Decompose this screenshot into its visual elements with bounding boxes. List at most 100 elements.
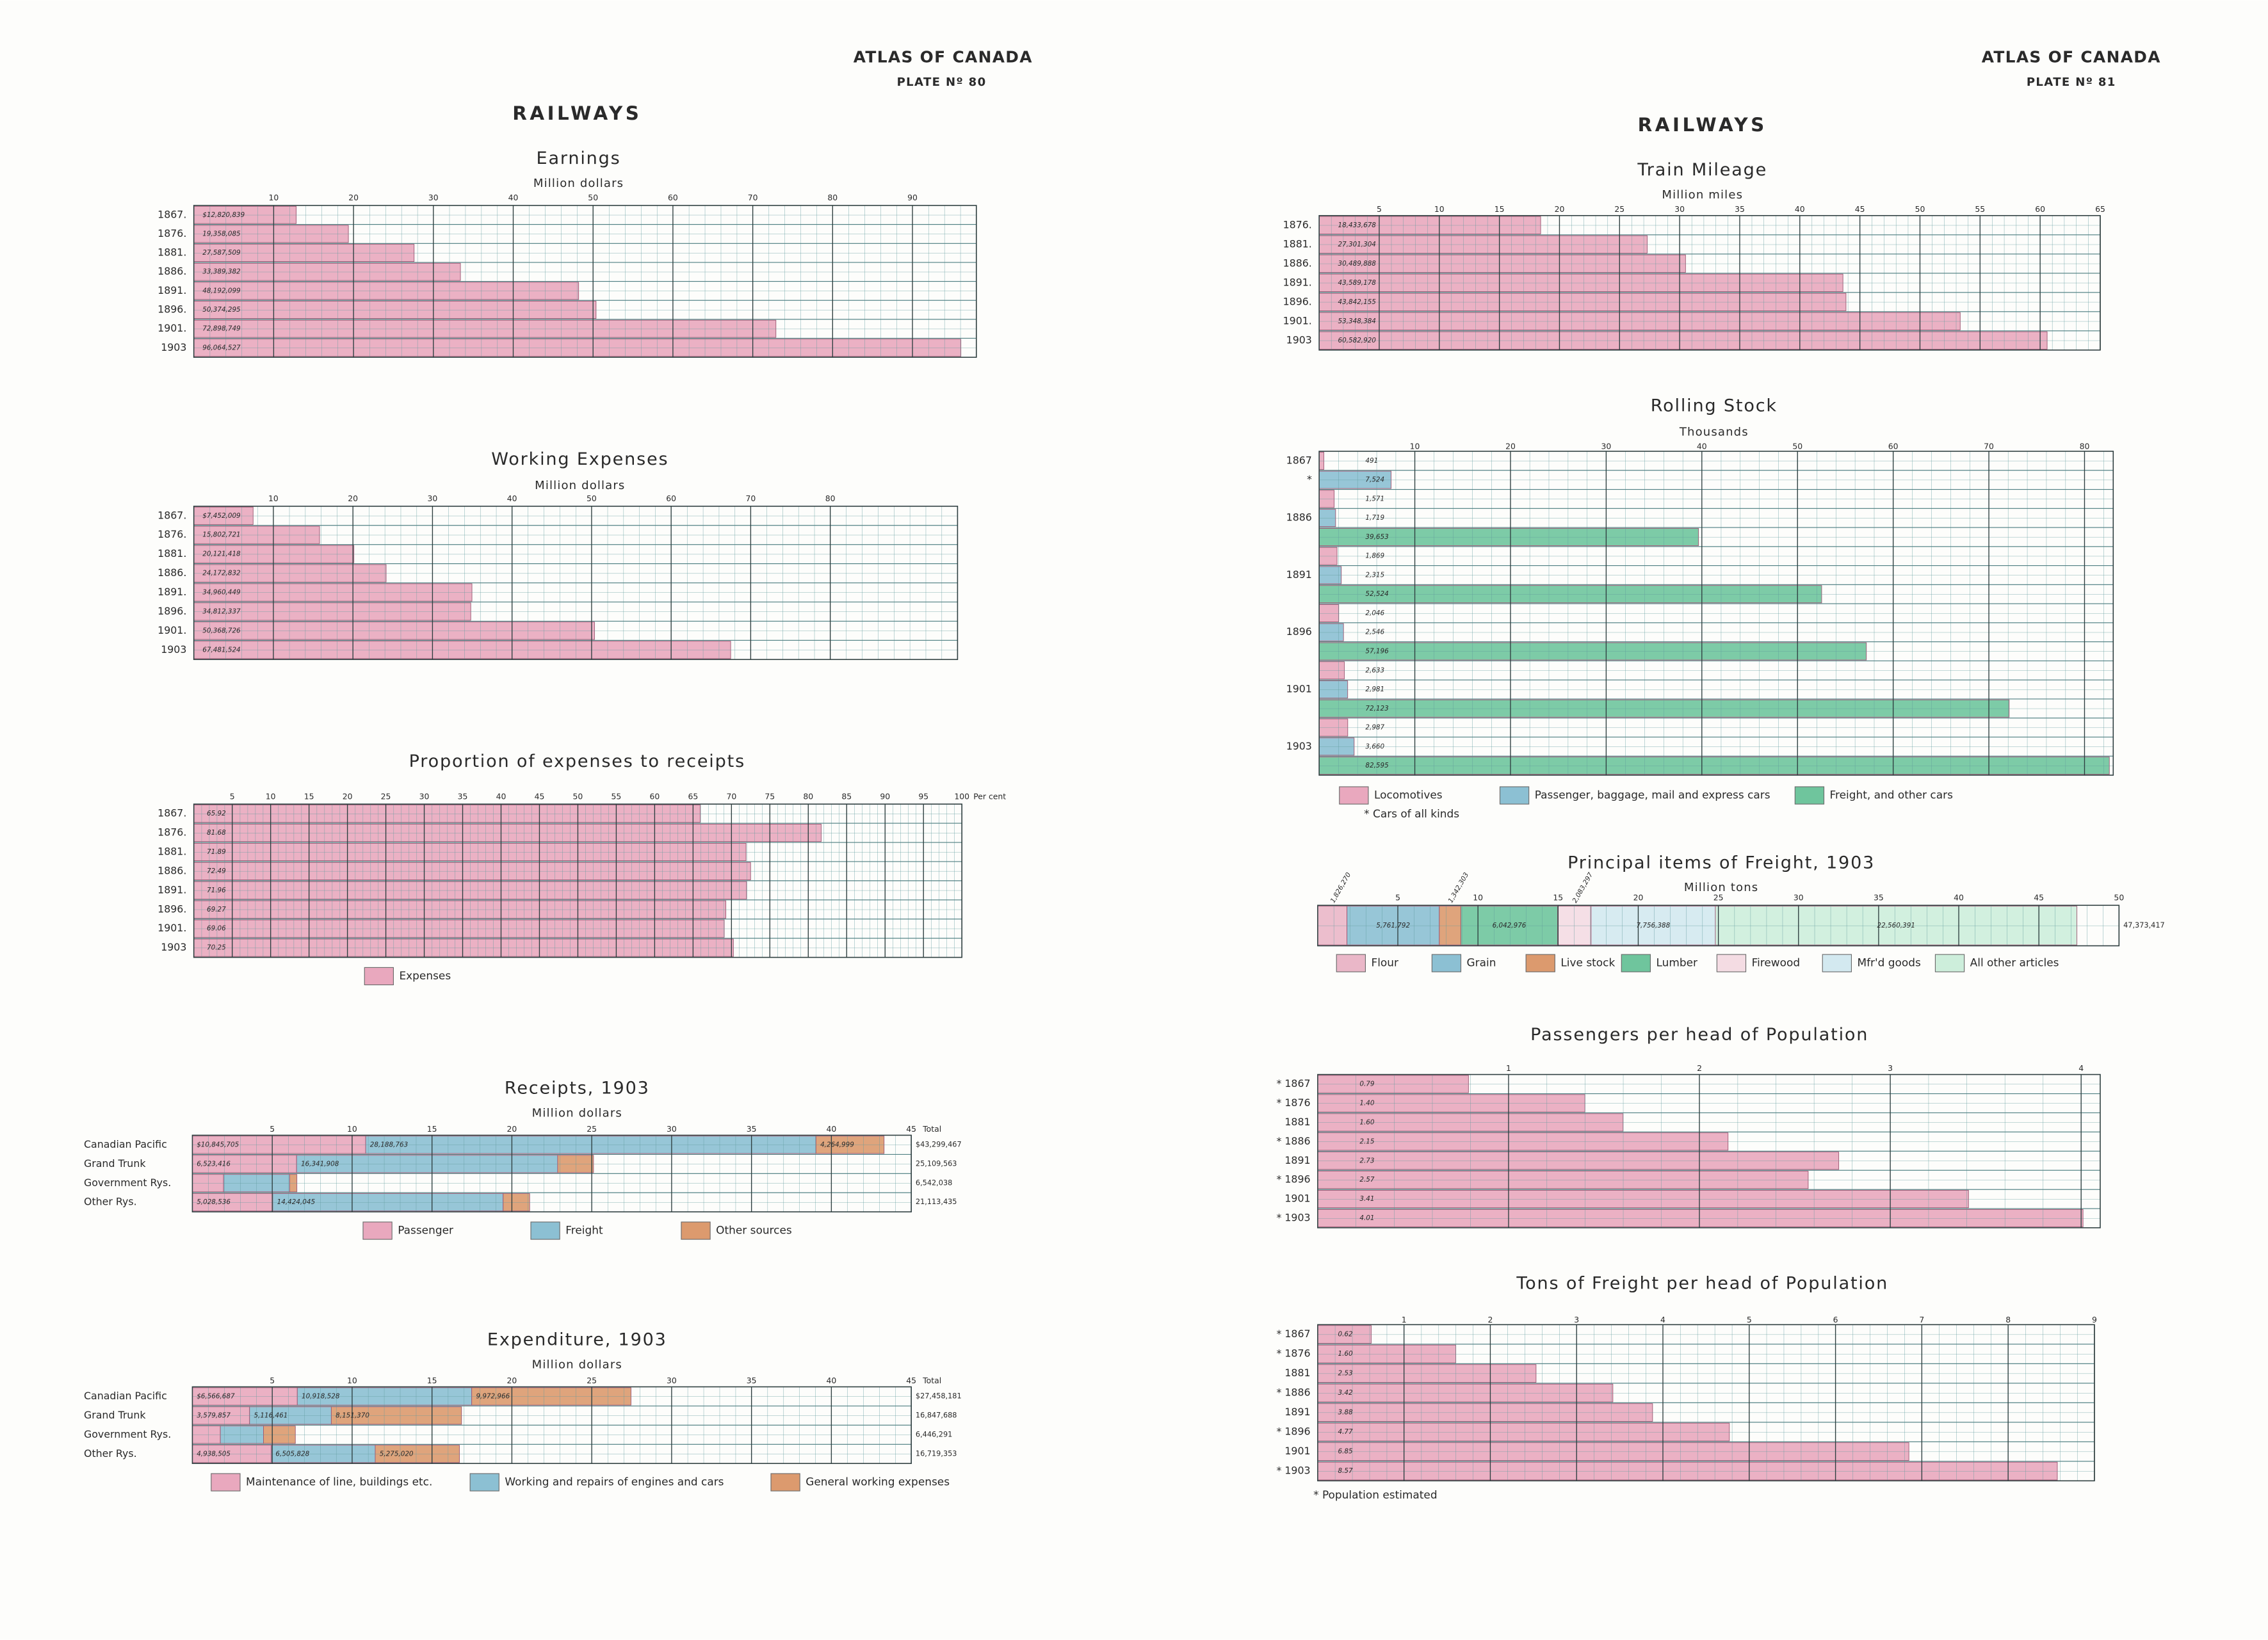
x-tick-label: 95	[918, 791, 928, 801]
x-tick-label: 40	[1697, 442, 1707, 451]
row-label: Canadian Pacific	[84, 1138, 167, 1150]
row-label: 1896.	[158, 303, 186, 316]
x-tick-label: 50	[2114, 892, 2124, 902]
value-label: 24,172,832	[202, 570, 240, 577]
footnote: * Cars of all kinds	[1364, 807, 1459, 820]
row-label: 1867.	[158, 208, 186, 220]
x-tick-label: 50	[588, 193, 598, 202]
total-header: Total	[922, 1376, 941, 1385]
value-label: 34,960,449	[202, 589, 240, 597]
x-tick-label: 10	[268, 494, 279, 503]
value-label: 0.62	[1338, 1331, 1353, 1339]
row-label: 1876.	[1283, 218, 1312, 230]
x-tick-label: 60	[2035, 204, 2045, 214]
legend-swatch	[1499, 786, 1530, 805]
value-label: 1,571	[1365, 495, 1384, 502]
value-label: 72,123	[1365, 705, 1388, 712]
value-label: 28,188,763	[370, 1141, 408, 1148]
x-axis-label: Million dollars	[532, 1358, 622, 1372]
row-label: * 1903	[1276, 1212, 1310, 1224]
row-total: $43,299,467	[916, 1140, 962, 1148]
value-label: 15,802,721	[202, 531, 240, 539]
x-tick-label: 70	[745, 494, 756, 503]
row-label: 1901	[1286, 683, 1312, 695]
grid-area	[1319, 451, 2114, 775]
x-axis-label: Million dollars	[533, 177, 624, 190]
x-tick-label: 35	[1874, 892, 1884, 902]
chart-title: Working Expenses	[491, 449, 668, 469]
value-label: 5,761,792	[1376, 922, 1410, 929]
row-label: 1896	[1286, 625, 1312, 638]
value-label: 6,505,828	[275, 1450, 309, 1458]
legend-label: All other articles	[1970, 956, 2059, 969]
plot-frame	[1317, 1073, 2101, 1228]
x-tick-label: 70	[726, 791, 736, 801]
x-tick-label: 40	[496, 791, 506, 801]
row-label: 1891.	[158, 586, 186, 598]
value-label: 53,348,384	[1338, 318, 1376, 325]
x-axis-label: Million dollars	[532, 1107, 622, 1120]
value-label: 39,653	[1365, 533, 1388, 541]
legend-label: Grain	[1467, 956, 1496, 969]
row-label: 1891	[1284, 1406, 1310, 1418]
plot-frame	[193, 205, 977, 358]
x-tick-label: 80	[803, 791, 813, 801]
row-label: * 1876	[1276, 1347, 1310, 1360]
x-tick-label: 20	[348, 193, 359, 202]
x-tick-label: 20	[507, 1124, 517, 1134]
x-tick-label: 50	[573, 791, 583, 801]
value-label: $10,845,705	[197, 1141, 239, 1148]
x-tick-label: 15	[1494, 204, 1505, 214]
row-label: 1896.	[158, 605, 186, 617]
row-label: Other Rys.	[84, 1196, 137, 1208]
x-tick-label: 30	[1674, 204, 1685, 214]
x-tick-label: 25	[1614, 204, 1624, 214]
row-total: 16,719,353	[916, 1449, 957, 1458]
row-label: Grand Trunk	[84, 1157, 146, 1170]
value-label: 1.60	[1359, 1118, 1374, 1126]
row-total: $27,458,181	[916, 1392, 962, 1400]
row-label: Canadian Pacific	[84, 1390, 167, 1402]
x-tick-label: 9	[2092, 1315, 2097, 1324]
value-label: 3.41	[1359, 1195, 1374, 1203]
x-tick-label: 90	[880, 791, 890, 801]
chart-title: Expenditure, 1903	[487, 1330, 667, 1350]
row-label: 1886	[1286, 511, 1312, 524]
plate-number: PLATE Nº 80	[897, 76, 987, 89]
x-tick-label: 40	[1795, 204, 1805, 214]
legend-swatch	[211, 1473, 241, 1491]
x-tick-label: 55	[1975, 204, 1985, 214]
x-tick-label: 25	[1713, 892, 1724, 902]
x-tick-label: 80	[827, 193, 838, 202]
row-label: * 1886	[1276, 1387, 1310, 1399]
legend-label: Live stock	[1560, 956, 1615, 969]
row-label: 1903	[1286, 740, 1312, 752]
chart-title: Receipts, 1903	[505, 1079, 650, 1098]
row-label: 1881.	[158, 547, 186, 559]
value-label: 43,842,155	[1338, 298, 1377, 306]
x-tick-label: 35	[1735, 204, 1745, 214]
x-tick-label: 50	[1915, 204, 1925, 214]
value-label: 491	[1365, 457, 1378, 465]
legend-swatch	[1339, 786, 1369, 805]
legend-swatch	[530, 1221, 560, 1240]
legend-swatch	[770, 1473, 800, 1491]
x-tick-label: 25	[381, 791, 391, 801]
legend-label: General working expenses	[806, 1475, 950, 1488]
value-label: $7,452,009	[202, 512, 240, 520]
x-tick-label: 20	[348, 494, 358, 503]
x-tick-label: 40	[826, 1124, 836, 1134]
row-label: 1903	[1286, 334, 1312, 346]
value-label: 4.01	[1359, 1214, 1374, 1222]
value-label: 2,987	[1365, 724, 1384, 732]
atlas-header: ATLAS OF CANADA	[1982, 48, 2161, 67]
value-label: 43,589,178	[1338, 279, 1377, 287]
value-label: 3.88	[1338, 1409, 1353, 1417]
legend-label: Flour	[1371, 956, 1398, 969]
value-label: 71.89	[207, 848, 226, 856]
legend-swatch	[1621, 954, 1651, 972]
row-label: *	[1307, 473, 1312, 485]
x-axis-label: Million miles	[1662, 188, 1743, 202]
x-tick-label: 85	[841, 791, 852, 801]
value-label: 50,368,726	[202, 627, 241, 634]
